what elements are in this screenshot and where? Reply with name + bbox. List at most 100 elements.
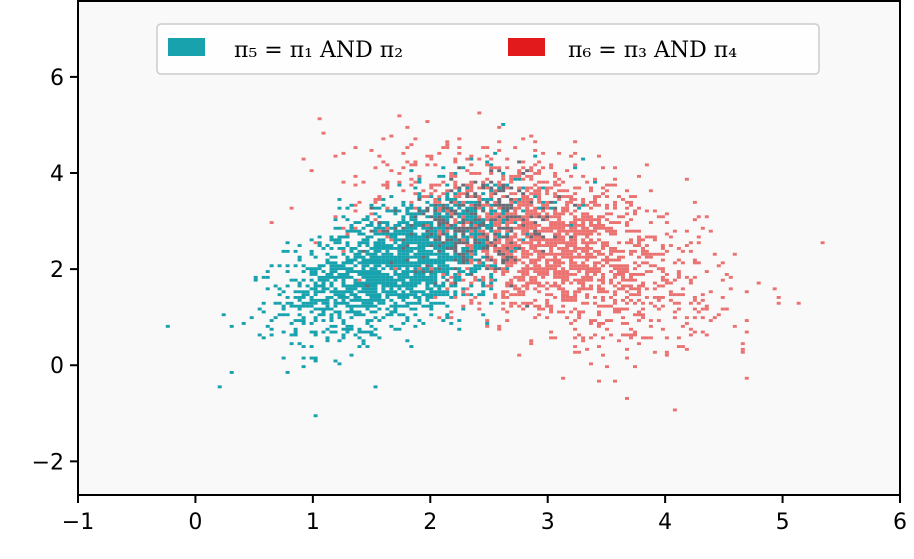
hist-cell — [425, 255, 430, 259]
hist-cell — [337, 238, 342, 242]
hist-cell — [425, 270, 430, 273]
hist-cell — [417, 241, 422, 245]
hist-cell — [377, 293, 382, 297]
hist-cell — [401, 296, 406, 299]
hist-cell — [629, 327, 633, 331]
hist-cell — [489, 203, 494, 207]
hist-cell — [389, 290, 394, 294]
hist-cell — [545, 244, 550, 247]
hist-cell — [429, 261, 434, 265]
hist-cell — [545, 241, 550, 245]
hist-cell — [421, 249, 426, 253]
hist-cell — [533, 229, 538, 233]
hist-cell — [309, 273, 314, 276]
hist-cell — [601, 224, 605, 227]
hist-cell — [629, 336, 633, 340]
hist-cell — [489, 189, 494, 193]
hist-cell — [509, 226, 514, 230]
hist-cell — [505, 209, 510, 213]
hist-cell — [581, 310, 586, 314]
hist-cell — [521, 192, 526, 196]
hist-cell — [529, 281, 534, 285]
hist-cell — [445, 241, 450, 245]
hist-cell — [652, 238, 657, 242]
hist-cell — [317, 241, 322, 245]
hist-cell — [341, 327, 346, 331]
hist-cell — [433, 241, 438, 245]
hist-cell — [637, 313, 641, 317]
hist-cell — [497, 203, 502, 207]
hist-cell — [509, 229, 514, 233]
hist-cell — [385, 163, 390, 167]
hist-cell — [565, 206, 570, 210]
hist-cell — [325, 296, 330, 299]
hist-cell — [541, 275, 546, 279]
hist-cell — [493, 244, 498, 247]
hist-cell — [489, 172, 494, 175]
hist-cell — [361, 241, 366, 245]
hist-cell — [521, 209, 526, 213]
hist-cell — [321, 319, 326, 322]
hist-cell — [469, 232, 474, 236]
hist-cell — [473, 180, 478, 184]
hist-cell — [629, 200, 633, 204]
hist-cell — [313, 270, 318, 273]
x-tick-label: 5 — [776, 510, 790, 535]
hist-cell — [445, 238, 450, 242]
hist-cell — [712, 252, 717, 256]
hist-cell — [421, 212, 426, 216]
hist-cell — [389, 275, 394, 279]
hist-cell — [337, 247, 342, 250]
hist-cell — [505, 241, 510, 245]
hist-cell — [517, 198, 522, 201]
hist-cell — [581, 267, 586, 271]
hist-cell — [493, 293, 498, 297]
hist-cell — [617, 270, 621, 273]
hist-cell — [293, 333, 298, 337]
hist-cell — [593, 249, 597, 253]
hist-cell — [477, 258, 482, 262]
hist-cell — [333, 298, 338, 302]
hist-cell — [533, 238, 538, 242]
hist-cell — [529, 224, 534, 227]
hist-cell — [533, 244, 538, 247]
hist-cell — [353, 255, 358, 259]
hist-cell — [728, 287, 733, 291]
hist-cell — [652, 235, 657, 239]
plot-frame — [77, 0, 901, 496]
hist-cell — [601, 244, 605, 247]
hist-cell — [601, 166, 605, 170]
hist-cell — [417, 252, 422, 256]
hist-cell — [329, 281, 334, 285]
hist-cell — [513, 177, 518, 181]
hist-cell — [525, 229, 530, 233]
hist-cell — [453, 275, 458, 279]
hist-cell — [325, 275, 330, 279]
hist-cell — [553, 195, 558, 198]
hist-cell — [537, 212, 542, 216]
hist-cell — [664, 353, 669, 357]
hist-cell — [541, 226, 546, 230]
hist-cell — [417, 275, 422, 279]
hist-cell — [485, 218, 490, 222]
hist-cell — [637, 273, 641, 276]
hist-cell — [469, 224, 474, 227]
hist-cell — [349, 267, 354, 271]
hist-cell — [405, 235, 410, 239]
hist-cell — [565, 189, 570, 193]
hist-cell — [533, 278, 538, 282]
hist-cell — [513, 146, 518, 149]
hist-cell — [393, 304, 398, 308]
hist-cell — [445, 226, 450, 230]
hist-cell — [545, 264, 550, 268]
hist-cell — [345, 304, 350, 308]
hist-cell — [664, 281, 669, 285]
hist-cell — [656, 252, 661, 256]
hist-cell — [309, 287, 314, 291]
hist-cell — [573, 238, 578, 242]
hist-cell — [585, 264, 590, 268]
hist-cell — [676, 273, 681, 276]
hist-cell — [409, 264, 414, 268]
hist-cell — [601, 287, 605, 291]
hist-cell — [621, 270, 625, 273]
